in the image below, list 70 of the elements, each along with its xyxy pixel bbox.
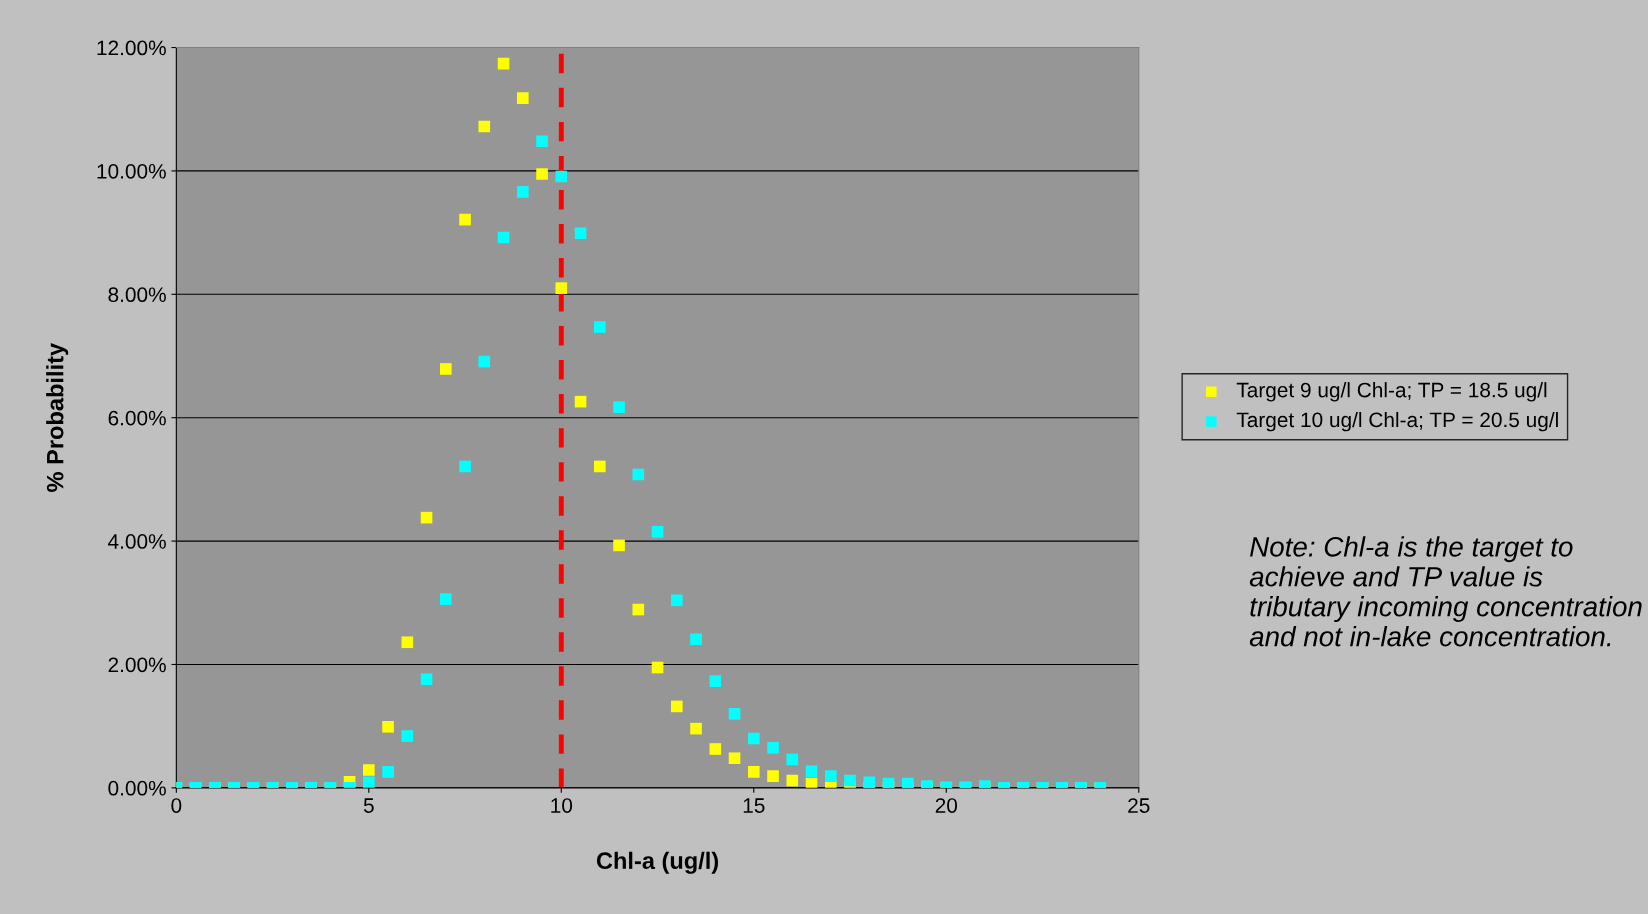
point (401, 730, 414, 742)
point (382, 766, 394, 778)
x-tick-label: 10 (551, 798, 573, 813)
point (901, 777, 914, 788)
text: Note: Chl-a is the target to achieve and TP value is tributary incoming concentration and not in-lake concentration. (1249, 536, 1642, 647)
point (594, 321, 606, 333)
point (497, 231, 510, 244)
point (459, 213, 471, 226)
point (420, 673, 433, 686)
point (459, 460, 471, 473)
point (574, 227, 587, 240)
x-tick-label: 20 (935, 798, 958, 813)
point (824, 770, 837, 782)
point (420, 511, 433, 524)
point (670, 594, 683, 607)
point (651, 661, 664, 674)
y-tick-label: 6.00% (108, 410, 166, 426)
point (709, 743, 722, 755)
point (747, 732, 760, 745)
point (363, 764, 375, 776)
point (690, 722, 702, 735)
y-tick-label: 4.00% (108, 534, 166, 549)
legend-label: Target 9 ug/l Chl-a; TP = 18.5 ug/l (1236, 382, 1547, 402)
point (632, 468, 645, 481)
point (882, 777, 895, 788)
point (478, 355, 491, 368)
y-tick-label: 10.00% (97, 163, 166, 179)
x-axis-title: Chl-a (ug/l) (596, 851, 719, 874)
point (651, 526, 664, 538)
point (478, 120, 491, 133)
point (517, 186, 529, 198)
point (747, 766, 760, 778)
point (594, 460, 606, 473)
y-axis-title: % Probability (46, 343, 69, 492)
x-tick-label: 0 (171, 798, 182, 813)
point (382, 720, 394, 733)
point (555, 170, 568, 183)
point (709, 675, 722, 687)
point (555, 282, 568, 294)
point (690, 633, 702, 645)
point (440, 593, 452, 605)
point (517, 92, 529, 104)
point (440, 363, 452, 375)
point (863, 776, 876, 788)
point (844, 774, 856, 787)
x-tick-label: 5 (363, 798, 374, 813)
legend-label: Target 10 ug/l Chl-a; TP = 20.5 ug/l (1236, 411, 1558, 432)
y-tick-label: 0.00% (108, 780, 166, 796)
point (805, 765, 818, 778)
point (728, 708, 741, 720)
x-tick-label: 15 (743, 798, 765, 813)
point (786, 774, 799, 787)
point (497, 57, 510, 70)
y-tick-label: 12.00% (97, 40, 166, 56)
point (767, 741, 779, 754)
point (786, 753, 799, 766)
point (401, 636, 414, 649)
point (613, 401, 625, 414)
point (670, 700, 683, 713)
point (536, 168, 548, 180)
point (728, 752, 741, 765)
point (536, 135, 548, 148)
y-tick-label: 2.00% (108, 657, 166, 673)
point (613, 539, 625, 552)
x-tick-label: 25 (1128, 798, 1150, 813)
point (632, 603, 645, 616)
point (363, 776, 375, 788)
y-tick-label: 8.00% (108, 287, 166, 303)
point (767, 770, 779, 782)
point (574, 395, 587, 408)
